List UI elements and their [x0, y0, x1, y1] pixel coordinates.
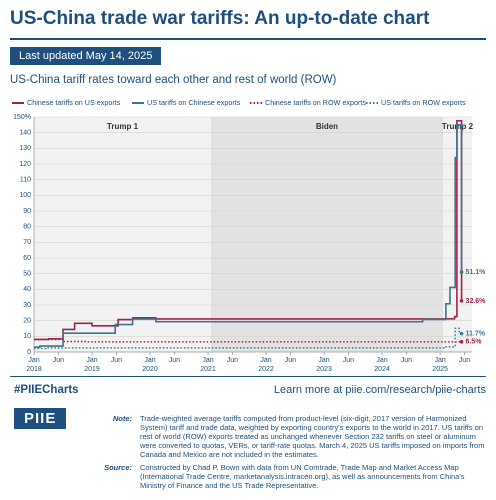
x-tick-label: Jun — [459, 357, 470, 364]
x-year-label: 2024 — [374, 366, 390, 373]
value-label: 32.6% — [466, 298, 487, 305]
y-tick-label: 50 — [23, 271, 31, 278]
legend-label: Chinese tariffs on US exports — [27, 98, 121, 107]
y-tick-label: 120 — [19, 161, 31, 168]
x-tick-label: Jan — [202, 357, 213, 364]
chart: Trump 1 Biden Trump 2 0 10 20 30 40 50 60 70 80 90 10… — [12, 98, 487, 373]
x-year-label: 2025 — [432, 366, 448, 373]
x-year-label: 2019 — [84, 366, 100, 373]
x-tick-label: Jan — [86, 357, 97, 364]
end-point — [459, 340, 464, 344]
legend-label: US tariffs on ROW exports — [381, 98, 466, 107]
x-tick-label: Jan — [376, 357, 387, 364]
series-line — [34, 338, 462, 343]
hashtag: #PIIECharts — [14, 384, 79, 396]
x-tick-label: Jan — [434, 357, 445, 364]
x-year-label: 2020 — [142, 366, 158, 373]
period-band — [34, 117, 211, 352]
note: Trade-weighted average tariffs computed … — [140, 414, 485, 459]
value-label: 51.1% — [466, 269, 487, 276]
period-label: Trump 2 — [442, 122, 474, 131]
x-tick-label: Jun — [169, 357, 180, 364]
y-tick-label: 130 — [19, 145, 31, 152]
series-line — [34, 327, 462, 350]
y-tick-label: 140 — [19, 130, 31, 137]
subtitle: US-China tariff rates toward each other … — [10, 74, 337, 86]
source: Constructed by Chad P. Bown with data fr… — [140, 463, 465, 490]
x-tick-label: Jun — [343, 357, 354, 364]
x-tick-label: Jun — [53, 357, 64, 364]
y-tick-label: 30 — [23, 302, 31, 309]
y-tick-label: 40 — [23, 286, 31, 293]
y-tick-label: 90 — [23, 208, 31, 215]
footer-rule — [10, 376, 486, 377]
x-tick-label: Jan — [260, 357, 271, 364]
y-tick-label: 20 — [23, 318, 31, 325]
y-tick-label: 150% — [13, 114, 31, 121]
link[interactable]: Learn more at piie.com/research/piie-cha… — [273, 384, 486, 396]
value-label: 6.5% — [466, 339, 483, 346]
x-year-label: 2018 — [26, 366, 42, 373]
y-tick-label: 100 — [19, 192, 31, 199]
logo: PIIE — [14, 408, 67, 429]
x-year-label: 2022 — [258, 366, 274, 373]
y-tick-label: 60 — [23, 255, 31, 262]
value-label: 11.7% — [466, 331, 486, 338]
x-tick-label: Jun — [285, 357, 296, 364]
x-tick-label: Jan — [28, 357, 39, 364]
y-tick-label: 110 — [20, 177, 31, 184]
rule — [10, 38, 486, 40]
updated-badge: Last updated May 14, 2025 — [10, 47, 162, 65]
y-tick-label: 0 — [27, 349, 31, 356]
end-point — [459, 331, 464, 336]
period-band — [210, 117, 443, 352]
legend-label: Chinese tariffs on ROW exports — [265, 98, 366, 107]
x-tick-label: Jan — [318, 357, 329, 364]
note-label: Note: — [112, 414, 132, 423]
series-line — [34, 124, 463, 348]
y-tick-label: 10 — [23, 333, 31, 340]
source-label: Source: — [104, 463, 132, 472]
period-label: Biden — [316, 122, 338, 131]
legend-label: US tariffs on Chinese exports — [147, 98, 241, 107]
x-tick-label: Jun — [401, 357, 412, 364]
y-tick-label: 70 — [23, 239, 31, 246]
y-tick-label: 80 — [23, 224, 31, 231]
x-tick-label: Jun — [111, 357, 122, 364]
x-year-label: 2021 — [200, 366, 216, 373]
x-tick-label: Jun — [227, 357, 238, 364]
end-point — [459, 270, 464, 274]
period-label: Trump 1 — [107, 122, 139, 131]
end-point — [459, 299, 464, 303]
x-year-label: 2023 — [316, 366, 332, 373]
title: US-China trade war tariffs: An up-to-dat… — [10, 8, 430, 29]
x-tick-label: Jan — [144, 357, 155, 364]
